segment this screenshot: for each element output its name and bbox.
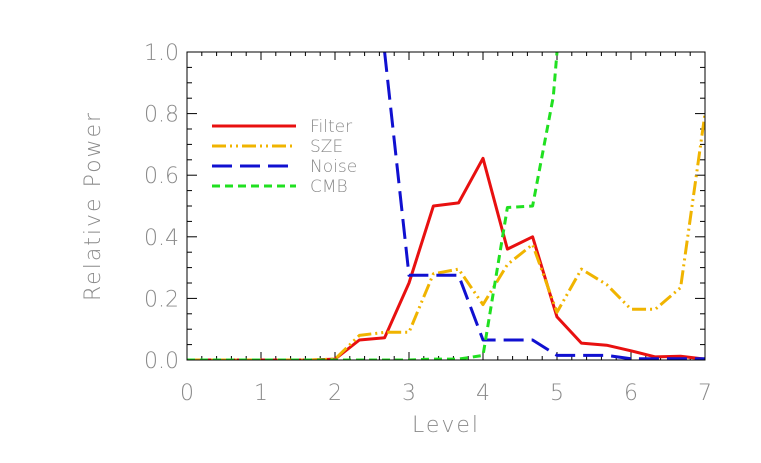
y-tick-label: 0.8 <box>144 103 179 128</box>
series-layer <box>187 52 705 360</box>
series-line-filter <box>187 156 705 360</box>
legend-label-noise: Noise <box>310 157 357 177</box>
legend-label-filter: Filter <box>310 117 352 137</box>
x-tick-label: 2 <box>328 381 342 406</box>
y-tick-label: 1.0 <box>144 41 179 66</box>
series-line-cmb <box>187 52 559 360</box>
y-tick-label: 0.4 <box>144 226 179 251</box>
plot-frame <box>186 51 706 361</box>
x-tick-label: 1 <box>254 381 268 406</box>
series-line-noise <box>383 52 705 360</box>
x-tick-label: 0 <box>180 381 194 406</box>
y-tick-label: 0.6 <box>144 164 179 189</box>
series-line-sze <box>187 113 705 360</box>
legend-label-cmb: CMB <box>310 177 348 197</box>
x-tick-label: 7 <box>698 381 712 406</box>
x-axis-label: Level <box>412 413 480 438</box>
legend-label-sze: SZE <box>310 137 343 157</box>
y-tick-label: 0.2 <box>144 287 179 312</box>
y-axis-label: Relative Power <box>81 111 106 301</box>
x-tick-label: 4 <box>476 381 490 406</box>
y-tick-label: 0.0 <box>144 349 179 374</box>
x-tick-label: 3 <box>402 381 416 406</box>
x-tick-label: 5 <box>550 381 564 406</box>
ticks: 0 1 2 3 4 5 6 7 0.0 0.2 0.4 0.6 0.8 1.0 <box>144 41 712 406</box>
x-tick-label: 6 <box>624 381 638 406</box>
